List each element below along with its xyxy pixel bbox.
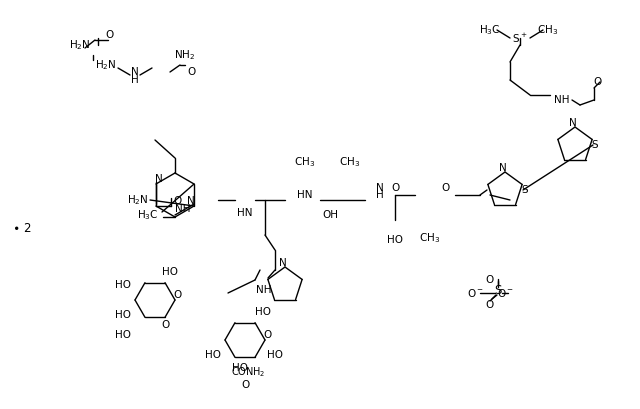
Text: O: O: [188, 67, 196, 77]
Text: HO: HO: [267, 350, 283, 360]
Text: O: O: [486, 300, 494, 310]
Text: H$_2$N: H$_2$N: [95, 58, 116, 72]
Text: CH$_3$: CH$_3$: [339, 155, 360, 169]
Text: S: S: [522, 185, 528, 195]
Text: O: O: [174, 196, 182, 206]
Text: HO: HO: [115, 310, 131, 320]
Text: HO: HO: [115, 280, 131, 290]
Text: H$_2$N: H$_2$N: [69, 38, 91, 52]
Text: O: O: [264, 330, 272, 340]
Text: O: O: [174, 290, 182, 300]
Text: NH: NH: [256, 285, 272, 295]
Text: NH: NH: [554, 95, 570, 105]
Text: H: H: [131, 75, 139, 85]
Text: O$^-$: O$^-$: [467, 287, 483, 299]
Text: S$^+$: S$^+$: [512, 31, 528, 45]
Text: NH$_2$: NH$_2$: [175, 48, 196, 62]
Text: HN: HN: [237, 208, 253, 218]
Text: S: S: [592, 140, 598, 150]
Text: HN: HN: [297, 190, 313, 200]
Text: CONH$_2$: CONH$_2$: [231, 365, 265, 379]
Text: H$_2$N: H$_2$N: [127, 193, 148, 207]
Text: HO: HO: [387, 235, 403, 245]
Text: O: O: [161, 320, 169, 330]
Text: NH: NH: [175, 204, 191, 214]
Text: CH$_3$: CH$_3$: [294, 155, 316, 169]
Text: O: O: [241, 380, 249, 390]
Text: CH$_3$: CH$_3$: [538, 23, 559, 37]
Text: N: N: [131, 67, 139, 77]
Text: N: N: [499, 163, 507, 173]
Text: N: N: [155, 174, 163, 184]
Text: O: O: [441, 183, 449, 193]
Text: OH: OH: [322, 210, 338, 220]
Text: HO: HO: [162, 267, 178, 277]
Text: N: N: [187, 196, 195, 206]
Text: O: O: [594, 77, 602, 87]
Text: N: N: [376, 183, 384, 193]
Text: O: O: [486, 275, 494, 285]
Text: S: S: [494, 285, 502, 297]
Text: HO: HO: [255, 307, 271, 317]
Text: N: N: [569, 118, 577, 128]
Text: $\bullet$ 2: $\bullet$ 2: [12, 222, 32, 234]
Text: HO: HO: [232, 363, 248, 373]
Text: N: N: [279, 258, 287, 268]
Text: H$_3$C: H$_3$C: [479, 23, 500, 37]
Text: O: O: [106, 30, 114, 40]
Text: CH$_3$: CH$_3$: [419, 231, 440, 245]
Text: O$^-$: O$^-$: [497, 287, 513, 299]
Text: H$_3$C: H$_3$C: [137, 208, 159, 222]
Text: O: O: [391, 183, 399, 193]
Text: HO: HO: [205, 350, 221, 360]
Text: HO: HO: [115, 330, 131, 340]
Text: H: H: [376, 190, 384, 200]
